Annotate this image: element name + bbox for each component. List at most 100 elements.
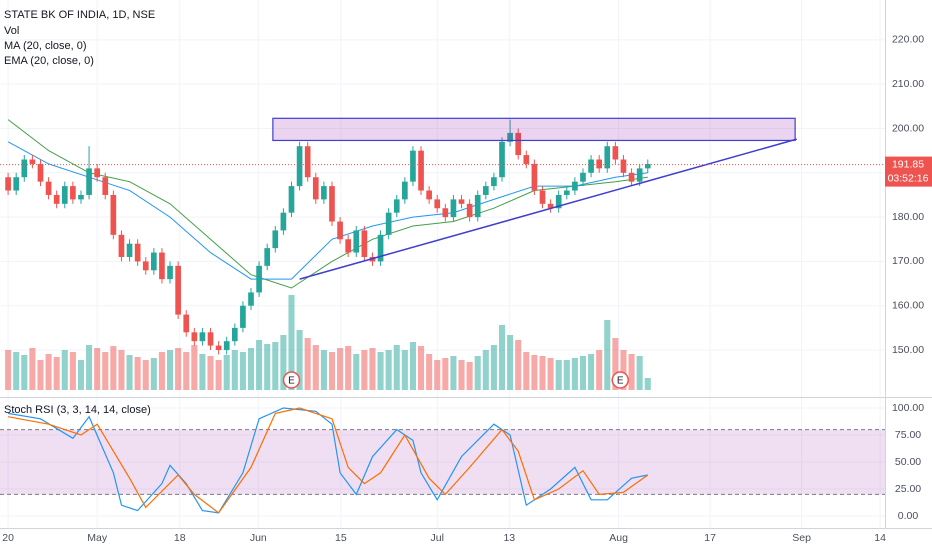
candle-body <box>86 168 92 195</box>
volume-bar <box>69 352 76 390</box>
candle-body <box>612 146 619 160</box>
x-tick-label: 17 <box>704 532 716 544</box>
volume-bar <box>418 346 425 390</box>
volume-bar <box>207 356 214 390</box>
candle-body <box>410 150 416 182</box>
volume-bar <box>175 348 182 390</box>
candle-body <box>45 181 52 195</box>
drawn-rectangle <box>272 117 796 142</box>
chart-title: STATE BK OF INDIA, 1D, NSE <box>4 9 155 21</box>
earnings-label: E <box>288 376 295 387</box>
volume-bar <box>247 348 255 390</box>
candle-body <box>458 199 465 204</box>
trendline <box>299 138 797 280</box>
candle-body <box>321 186 327 200</box>
volume-bar <box>21 355 28 390</box>
x-tick-label: 15 <box>335 532 347 544</box>
volume-bar <box>45 354 52 390</box>
volume-bar <box>377 352 384 390</box>
volume-bar <box>183 352 190 390</box>
candle-body <box>248 292 254 306</box>
volume-bar <box>312 345 319 390</box>
volume-bar <box>369 348 376 390</box>
y2-tick-label: 50.00 <box>895 456 921 468</box>
candle-body <box>604 146 611 169</box>
volume-bar <box>498 325 506 390</box>
candle-body <box>474 194 481 218</box>
candle-body <box>167 265 173 280</box>
volume-bar <box>102 352 109 390</box>
oscillator-title: Stoch RSI (3, 3, 14, 14, close) <box>4 404 151 416</box>
volume-bar <box>620 350 627 390</box>
candle-body <box>507 132 513 142</box>
volume-bar <box>596 350 603 390</box>
x-tick-label: May <box>87 532 108 544</box>
ma-line <box>7 119 648 289</box>
volume-bar <box>142 360 149 390</box>
volume-bar <box>588 354 595 390</box>
candle-body <box>337 221 343 240</box>
x-tick-label: 18 <box>174 532 186 544</box>
candle-body <box>94 168 100 178</box>
x-tick-label: 13 <box>503 532 515 544</box>
candle-body <box>588 159 594 173</box>
candle-body <box>21 159 28 178</box>
volume-bar <box>134 357 141 390</box>
candle-body <box>126 243 133 257</box>
candle-body <box>280 212 287 231</box>
candle-body <box>256 265 262 293</box>
earnings-label: E <box>617 376 624 387</box>
candle-body <box>29 159 36 164</box>
candle-body <box>499 141 505 178</box>
volume-bar <box>239 352 246 390</box>
candle-body <box>515 132 522 156</box>
volume-bar <box>191 345 198 390</box>
candle-body <box>134 243 141 262</box>
volume-bar <box>604 320 611 390</box>
y2-tick-label: 100.00 <box>892 402 924 414</box>
volume-bar <box>288 295 295 390</box>
volume-bar <box>409 342 416 390</box>
y-tick-label: 180.00 <box>892 211 924 223</box>
candle-body <box>466 203 473 218</box>
volume-bar <box>458 360 465 390</box>
y2-tick-label: 75.00 <box>895 429 921 441</box>
stoch-band <box>0 429 885 495</box>
candle-body <box>491 177 497 187</box>
candle-body <box>223 341 230 351</box>
ma-line <box>7 141 648 280</box>
volume-bar <box>215 360 222 390</box>
candle-body <box>110 194 117 235</box>
volume-bar <box>158 352 165 390</box>
volume-bar <box>328 352 336 390</box>
y-tick-label: 200.00 <box>892 122 924 134</box>
y-tick-label: 160.00 <box>892 300 924 312</box>
volume-bar <box>531 355 538 390</box>
candle-body <box>628 172 635 182</box>
volume-bar <box>110 346 117 390</box>
volume-bar <box>442 358 449 390</box>
candle-body <box>53 194 60 204</box>
candle-body <box>377 234 384 262</box>
volume-bar <box>466 362 473 390</box>
volume-bar <box>150 358 157 390</box>
volume-bar <box>563 360 570 390</box>
candle-body <box>555 194 562 209</box>
candle-body <box>644 163 651 169</box>
volume-bar <box>555 360 562 390</box>
volume-bar <box>337 348 344 390</box>
candle-body <box>304 146 311 178</box>
candle-body <box>353 230 360 253</box>
volume-bar <box>515 340 522 390</box>
candle-body <box>102 177 109 195</box>
candle-body <box>450 199 457 218</box>
volume-bar <box>426 354 433 390</box>
x-tick-label: 20 <box>2 532 14 544</box>
candle-body <box>215 345 222 351</box>
candle-body <box>151 252 157 271</box>
price-badge <box>885 156 932 187</box>
volume-bar <box>231 350 238 390</box>
volume-bar <box>539 356 546 390</box>
volume-bar <box>507 335 514 390</box>
volume-bar <box>482 350 489 390</box>
